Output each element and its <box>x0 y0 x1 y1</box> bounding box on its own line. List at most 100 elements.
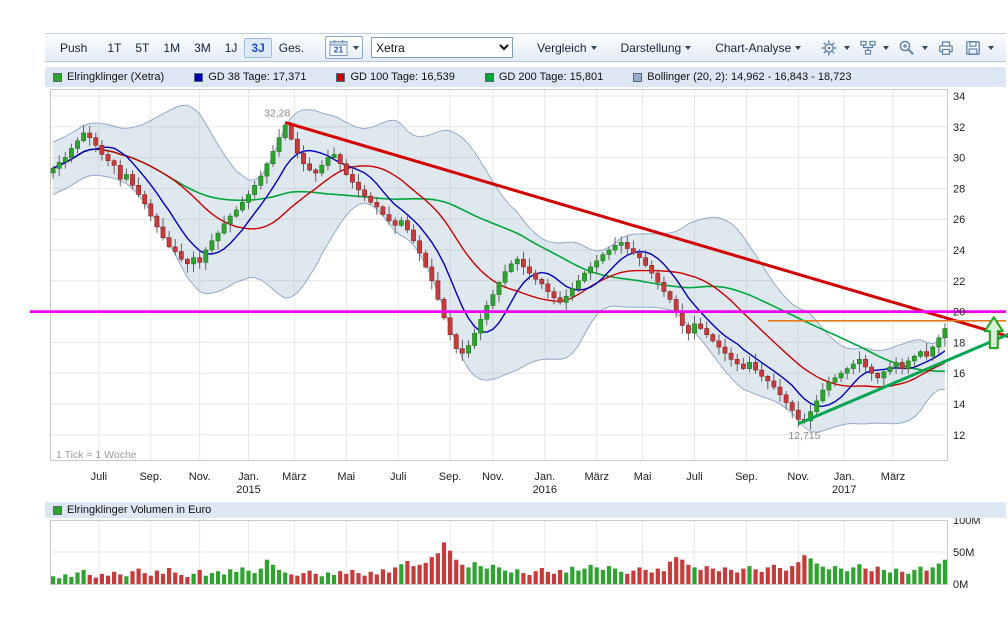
printer-icon <box>939 40 953 55</box>
svg-text:20: 20 <box>953 307 965 319</box>
menu-vergleich[interactable]: Vergleich <box>537 41 597 55</box>
legend-color-swatch <box>633 72 643 82</box>
range-button-3j[interactable]: 3J <box>244 37 272 58</box>
price-axis: 34 32 30 28 26 24 22 20 18 16 14 12 <box>953 91 965 442</box>
tick-note: 1 Tick = 1 Woche <box>56 449 137 461</box>
zoom-icon <box>899 40 914 55</box>
svg-text:32,28: 32,28 <box>264 107 290 119</box>
svg-text:24: 24 <box>953 245 965 257</box>
svg-text:12,715: 12,715 <box>788 430 820 442</box>
svg-text:16: 16 <box>953 368 965 380</box>
legend-label: GD 200 Tage: 15,801 <box>498 71 604 83</box>
svg-text:30: 30 <box>953 153 965 165</box>
exchange-select[interactable]: Xetra <box>371 37 514 58</box>
gear-icon <box>821 40 837 55</box>
candles <box>50 122 948 430</box>
volume-legend: Elringklinger Volumen in Euro <box>45 502 1006 518</box>
range-button-5t[interactable]: 5T <box>128 38 156 58</box>
range-button-1m[interactable]: 1M <box>156 38 187 58</box>
svg-text:Sep.: Sep. <box>139 471 162 483</box>
svg-text:Nov.: Nov. <box>787 471 809 483</box>
calendar-day-number: 21 <box>334 44 344 54</box>
menu-buttons: Vergleich Darstellung Chart-Analyse <box>513 41 802 55</box>
indicator-line-gd-200-tage <box>52 148 945 372</box>
calendar-button[interactable]: 21 <box>325 36 364 59</box>
legend-label: Elringklinger Volumen in Euro <box>67 504 212 516</box>
legend-item: Elringklinger (Xetra) <box>53 71 164 83</box>
svg-text:Jan.: Jan. <box>238 471 259 483</box>
chevron-down-icon <box>922 45 928 50</box>
svg-text:Jan.: Jan. <box>534 471 555 483</box>
toolbar-tools <box>820 39 998 57</box>
svg-text:Jan.: Jan. <box>834 471 855 483</box>
chart-toolbar: Push 1T 5T 1M 3M 1J 3J Ges. 21 Xetra Vergleich D… <box>45 33 1006 62</box>
svg-text:18: 18 <box>953 337 965 349</box>
legend-color-swatch <box>53 505 62 515</box>
legend-item: GD 100 Tage: 16,539 <box>336 71 455 83</box>
print-button[interactable] <box>937 39 955 57</box>
price-chart: 32,28 12,715 1 Tick = 1 Woche 34 32 30 28 26 24 2… <box>30 89 1008 496</box>
range-buttons: Push 1T 5T 1M 3M 1J 3J Ges. <box>53 37 311 58</box>
save-icon <box>966 40 980 55</box>
chevron-down-icon <box>795 45 802 50</box>
plot-border <box>50 520 948 585</box>
svg-text:26: 26 <box>953 214 965 226</box>
legend-color-swatch <box>484 72 494 82</box>
indicator-line-gd-38-tage <box>52 146 946 408</box>
trendline-support[interactable] <box>797 330 1008 426</box>
svg-text:März: März <box>585 471 609 483</box>
legend-label: GD 38 Tage: 17,371 <box>208 71 307 83</box>
settings-button[interactable] <box>820 39 850 57</box>
volume-bars <box>51 542 947 584</box>
svg-text:14: 14 <box>953 399 965 411</box>
svg-text:2015: 2015 <box>236 484 260 496</box>
annotations: 32,28 12,715 <box>264 107 821 441</box>
legend-label: Bollinger (20, 2): 14,962 - 16,843 - 18,… <box>647 71 852 83</box>
svg-text:Sep.: Sep. <box>439 471 462 483</box>
chevron-down-icon <box>988 45 994 50</box>
svg-text:32: 32 <box>953 122 965 134</box>
save-button[interactable] <box>964 39 994 57</box>
menu-darstellung[interactable]: Darstellung <box>621 41 692 55</box>
svg-text:2017: 2017 <box>832 484 856 496</box>
legend-label: Elringklinger (Xetra) <box>67 71 165 83</box>
chevron-down-icon <box>883 45 889 50</box>
legend-color-swatch <box>336 72 346 82</box>
push-button[interactable]: Push <box>53 38 94 58</box>
legend-color-swatch <box>53 72 62 82</box>
svg-text:2016: 2016 <box>533 484 557 496</box>
svg-text:März: März <box>881 471 905 483</box>
legend-label: GD 100 Tage: 16,539 <box>350 71 455 83</box>
range-button-1j[interactable]: 1J <box>218 38 245 58</box>
range-button-ges[interactable]: Ges. <box>272 38 311 58</box>
range-button-3m[interactable]: 3M <box>187 38 218 58</box>
trendline-resistance[interactable] <box>284 121 1008 339</box>
calendar-icon: 21 <box>329 39 348 56</box>
svg-text:Mai: Mai <box>337 471 355 483</box>
volume-chart: 100M 50M 0M <box>50 518 981 591</box>
up-arrow-annotation[interactable] <box>983 316 1004 350</box>
volume-axis: 100M 50M 0M <box>953 518 981 591</box>
legend-item: Bollinger (20, 2): 14,962 - 16,843 - 18,… <box>633 71 852 83</box>
chart-objects-button[interactable] <box>859 39 889 57</box>
chevron-down-icon <box>590 45 597 50</box>
chart-objects-icon <box>860 40 876 55</box>
svg-text:März: März <box>282 471 306 483</box>
legend-color-swatch <box>194 72 204 82</box>
menu-chart-analyse[interactable]: Chart-Analyse <box>715 41 802 55</box>
chevron-down-icon <box>844 45 850 50</box>
legend-item: GD 200 Tage: 15,801 <box>484 71 604 83</box>
svg-text:28: 28 <box>953 183 965 195</box>
svg-text:50M: 50M <box>953 547 974 559</box>
svg-text:Nov.: Nov. <box>189 471 211 483</box>
svg-text:0M: 0M <box>953 579 968 591</box>
svg-text:Mai: Mai <box>634 471 652 483</box>
chart-legend: Elringklinger (Xetra) GD 38 Tage: 17,371 G… <box>45 67 1006 87</box>
svg-text:Juli: Juli <box>91 471 108 483</box>
range-button-1t[interactable]: 1T <box>100 38 128 58</box>
svg-text:Sep.: Sep. <box>735 471 758 483</box>
svg-text:100M: 100M <box>953 518 981 527</box>
svg-text:Juli: Juli <box>390 471 407 483</box>
zoom-button[interactable] <box>898 39 928 57</box>
